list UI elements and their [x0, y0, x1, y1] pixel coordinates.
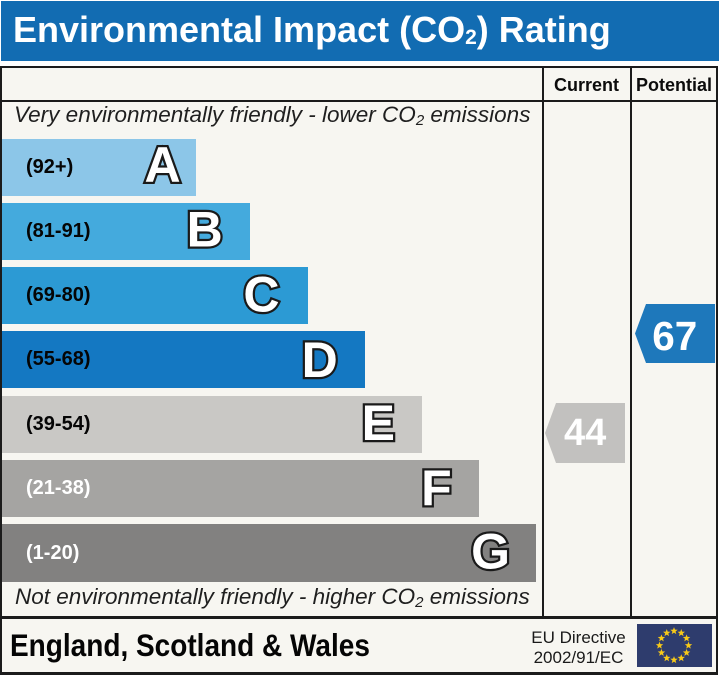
svg-text:B: B — [187, 202, 223, 258]
svg-text:F: F — [421, 460, 452, 516]
svg-text:44: 44 — [564, 412, 606, 454]
svg-text:D: D — [302, 332, 338, 388]
svg-text:E: E — [362, 395, 395, 451]
svg-text:A: A — [145, 137, 181, 193]
svg-text:67: 67 — [652, 313, 697, 359]
svg-text:C: C — [243, 267, 279, 323]
svg-text:G: G — [471, 523, 510, 579]
